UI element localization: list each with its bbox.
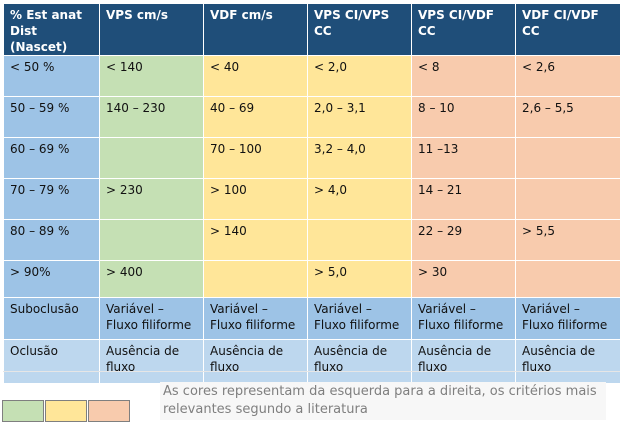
table-cell: > 100: [203, 178, 308, 220]
header-vps: VPS cm/s: [99, 3, 204, 56]
table-cell: Variável – Fluxo filiforme: [515, 297, 621, 340]
table-cell: Ausência de fluxo: [203, 339, 308, 384]
table-cell: < 140: [99, 55, 204, 97]
table-row: 70 – 79 % > 230 > 100 > 4,0 14 – 21: [3, 178, 621, 220]
table-cell: 14 – 21: [411, 178, 516, 220]
table-cell: < 50 %: [3, 55, 100, 97]
table-cell: [99, 137, 204, 179]
criteria-table: % Est anat Dist (Nascet) VPS cm/s VDF cm/…: [3, 3, 621, 384]
table-cell: > 5,5: [515, 219, 621, 261]
table-cell: Ausência de fluxo: [99, 339, 204, 384]
legend-swatch-yellow: [45, 400, 87, 422]
table-cell: 11 –13: [411, 137, 516, 179]
table-row: Suboclusão Variável – Fluxo filiforme Va…: [3, 297, 621, 340]
table-row: 60 – 69 % 70 – 100 3,2 – 4,0 11 –13: [3, 137, 621, 179]
header-vdf: VDF cm/s: [203, 3, 308, 56]
table-row: Oclusão Ausência de fluxo Ausência de fl…: [3, 339, 621, 384]
header-vps-vdf-ratio: VPS CI/VDF CC: [411, 3, 516, 56]
table-cell: < 40: [203, 55, 308, 97]
table-cell: Oclusão: [3, 339, 100, 384]
table-cell: 70 – 79 %: [3, 178, 100, 220]
table-cell: 40 – 69: [203, 96, 308, 138]
table-cell: Variável – Fluxo filiforme: [307, 297, 412, 340]
table-cell: [515, 260, 621, 298]
table-cell: Ausência de fluxo: [515, 339, 621, 384]
table-cell: 80 – 89 %: [3, 219, 100, 261]
table-cell: Variável – Fluxo filiforme: [99, 297, 204, 340]
color-legend: [2, 400, 131, 422]
table-cell: 22 – 29: [411, 219, 516, 261]
table-cell: Ausência de fluxo: [411, 339, 516, 384]
table-cell: Variável – Fluxo filiforme: [203, 297, 308, 340]
table-cell: [307, 219, 412, 261]
table-cell: 50 – 59 %: [3, 96, 100, 138]
legend-swatch-salmon: [88, 400, 130, 422]
header-stenosis: % Est anat Dist (Nascet): [3, 3, 100, 56]
table-cell: 140 – 230: [99, 96, 204, 138]
header-vdf-ratio: VDF CI/VDF CC: [515, 3, 621, 56]
table-cell: Variável – Fluxo filiforme: [411, 297, 516, 340]
table-cell: < 2,0: [307, 55, 412, 97]
table-cell: > 5,0: [307, 260, 412, 298]
table-cell: 3,2 – 4,0: [307, 137, 412, 179]
legend-swatch-green: [2, 400, 44, 422]
table-cell: 70 – 100: [203, 137, 308, 179]
table-cell: 2,0 – 3,1: [307, 96, 412, 138]
header-vps-ratio: VPS CI/VPS CC: [307, 3, 412, 56]
table-cell: [99, 219, 204, 261]
table-row: 50 – 59 % 140 – 230 40 – 69 2,0 – 3,1 8 …: [3, 96, 621, 138]
divider: [3, 371, 620, 372]
table-cell: > 4,0: [307, 178, 412, 220]
table-cell: Suboclusão: [3, 297, 100, 340]
table-cell: > 90%: [3, 260, 100, 298]
header-row: % Est anat Dist (Nascet) VPS cm/s VDF cm/…: [3, 3, 621, 56]
table-cell: 60 – 69 %: [3, 137, 100, 179]
table-cell: [203, 260, 308, 298]
table-row: < 50 % < 140 < 40 < 2,0 < 8 < 2,6: [3, 55, 621, 97]
table-cell: Ausência de fluxo: [307, 339, 412, 384]
table-cell: > 30: [411, 260, 516, 298]
table-cell: < 8: [411, 55, 516, 97]
table-row: 80 – 89 % > 140 22 – 29 > 5,5: [3, 219, 621, 261]
table-cell: [515, 137, 621, 179]
table-cell: 8 – 10: [411, 96, 516, 138]
table-cell: [515, 178, 621, 220]
table-cell: 2,6 – 5,5: [515, 96, 621, 138]
table-row: > 90% > 400 > 5,0 > 30: [3, 260, 621, 298]
table-cell: > 140: [203, 219, 308, 261]
table-cell: > 400: [99, 260, 204, 298]
table-cell: < 2,6: [515, 55, 621, 97]
table-cell: > 230: [99, 178, 204, 220]
legend-caption: As cores representam da esquerda para a …: [160, 382, 606, 420]
